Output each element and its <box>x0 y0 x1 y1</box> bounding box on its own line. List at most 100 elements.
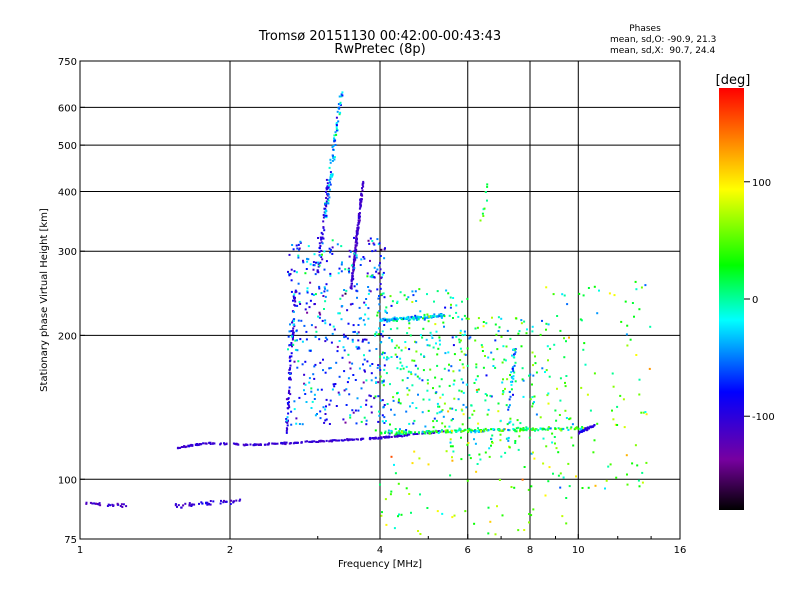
echo-point <box>526 328 528 331</box>
echo-point <box>449 296 452 299</box>
echo-point <box>549 427 552 430</box>
echo-point <box>484 191 487 193</box>
echo-point <box>347 353 350 356</box>
echo-point <box>459 332 462 334</box>
echo-point <box>345 388 348 391</box>
echo-point <box>532 374 535 377</box>
echo-point <box>415 300 418 302</box>
echo-point <box>361 182 364 185</box>
echo-point <box>385 435 388 438</box>
echo-point <box>401 379 404 382</box>
echo-point <box>255 443 258 446</box>
echo-point <box>581 426 584 429</box>
echo-point <box>290 410 293 413</box>
echo-point <box>293 303 296 306</box>
echo-point <box>497 402 500 405</box>
echo-point <box>415 341 418 344</box>
echo-point <box>587 287 590 289</box>
echo-point <box>321 319 324 322</box>
echo-point <box>358 215 360 218</box>
phases-line-x: mean, sd,X: 90.7, 24.4 <box>610 46 716 56</box>
echo-point <box>406 387 409 390</box>
echo-point <box>198 443 201 445</box>
echo-point <box>288 389 291 392</box>
echo-point <box>476 375 479 378</box>
echo-point <box>531 428 534 431</box>
echo-point <box>290 268 293 271</box>
echo-point <box>335 405 338 407</box>
echo-point <box>496 505 498 508</box>
echo-point <box>408 327 411 330</box>
echo-point <box>321 258 324 261</box>
echo-point <box>317 263 320 265</box>
echo-point <box>331 439 334 442</box>
echo-point <box>462 391 465 394</box>
echo-point <box>448 363 450 366</box>
echo-point <box>180 446 183 448</box>
echo-point <box>377 395 380 398</box>
echo-point <box>419 493 421 496</box>
echo-point <box>369 395 372 398</box>
echo-point <box>290 335 293 338</box>
echo-point <box>399 368 402 371</box>
echo-point <box>467 429 470 432</box>
echo-point <box>419 334 422 337</box>
echo-point <box>566 426 569 429</box>
echo-point <box>616 424 619 426</box>
echo-point <box>314 273 317 276</box>
echo-point <box>451 516 454 519</box>
echo-point <box>459 347 462 350</box>
echo-point <box>481 350 484 352</box>
echo-point <box>333 328 336 331</box>
echo-point <box>322 369 324 372</box>
echo-point <box>505 345 508 348</box>
echo-point <box>285 431 288 434</box>
echo-point <box>106 505 109 507</box>
echo-point <box>288 377 290 380</box>
echo-point <box>414 290 417 293</box>
echo-point <box>537 429 540 432</box>
echo-point <box>454 409 457 412</box>
echo-point <box>201 502 204 505</box>
echo-point <box>402 317 405 320</box>
echo-point <box>431 337 434 339</box>
echo-point <box>462 413 465 416</box>
echo-point <box>514 348 516 351</box>
echo-point <box>352 331 355 333</box>
echo-point <box>366 272 369 275</box>
echo-point <box>121 506 124 508</box>
echo-point <box>423 315 426 318</box>
echo-point <box>634 280 637 283</box>
echo-point <box>566 303 569 306</box>
echo-point <box>447 292 450 295</box>
echo-point <box>358 212 361 214</box>
echo-point <box>327 186 330 189</box>
echo-point <box>470 430 473 432</box>
echo-point <box>350 282 353 285</box>
echo-point <box>331 332 334 335</box>
echo-point <box>401 432 404 435</box>
echo-point <box>245 443 247 446</box>
echo-point <box>391 300 394 303</box>
echo-point <box>310 440 313 443</box>
echo-point <box>384 247 386 250</box>
echo-point <box>582 294 585 297</box>
echo-point <box>474 431 477 434</box>
echo-point <box>431 314 434 317</box>
echo-point <box>364 303 367 306</box>
echo-point <box>640 411 643 414</box>
y-tick-label: 300 <box>58 247 77 258</box>
echo-point <box>417 318 420 321</box>
echo-point <box>528 427 531 430</box>
echo-point <box>356 232 359 235</box>
echo-point <box>522 427 525 429</box>
echo-point <box>184 446 187 449</box>
echo-point <box>288 272 291 275</box>
echo-point <box>447 369 450 372</box>
echo-point <box>373 276 375 279</box>
echo-point <box>525 426 528 429</box>
echo-point <box>424 425 427 428</box>
echo-point <box>312 373 315 376</box>
echo-point <box>449 431 452 434</box>
echo-point <box>426 293 428 296</box>
